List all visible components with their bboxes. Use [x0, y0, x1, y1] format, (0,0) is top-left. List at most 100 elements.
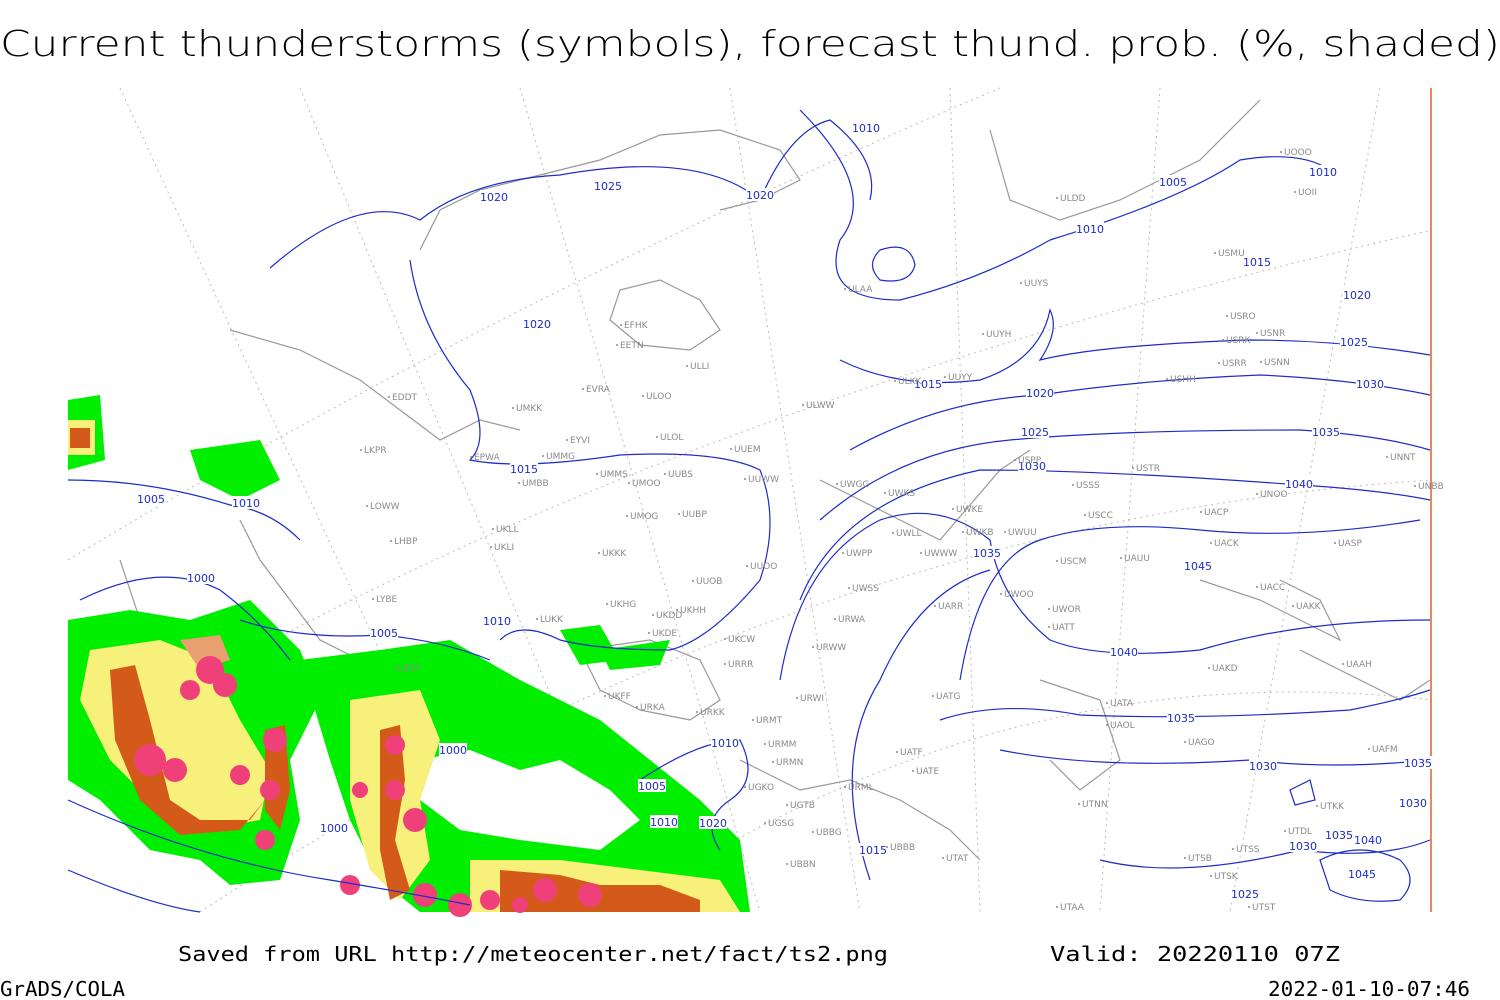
isobar-label: 1010 — [852, 122, 880, 135]
station-dot — [772, 761, 774, 763]
isobar-label-bg — [439, 743, 467, 756]
station-label: UAKD — [1212, 664, 1238, 674]
station-dot — [932, 695, 934, 697]
isobar-label-bg — [1076, 222, 1104, 235]
station-dot — [1132, 467, 1134, 469]
station-dot — [388, 396, 390, 398]
isobar-label-bg — [1343, 288, 1371, 301]
isobar-label: 1020 — [746, 189, 774, 202]
station-label: EVRA — [586, 385, 611, 395]
station-dot — [360, 449, 362, 451]
station-label: UACP — [1204, 508, 1229, 518]
station-dot — [626, 515, 628, 517]
station-dot — [1232, 848, 1234, 850]
station-dot — [628, 482, 630, 484]
station-dot — [752, 719, 754, 721]
station-dot — [678, 513, 680, 515]
station-dot — [884, 492, 886, 494]
station-dot — [490, 546, 492, 548]
isobar-label-bg — [137, 492, 165, 505]
station-label: UWKB — [966, 528, 994, 538]
station-dot — [912, 770, 914, 772]
isobar-label-bg — [523, 317, 551, 330]
station-dot — [686, 365, 688, 367]
station-dot — [1284, 830, 1286, 832]
station-label: UWLL — [896, 529, 922, 539]
station-dot — [1120, 557, 1122, 559]
station-label: EETN — [620, 341, 644, 351]
station-label: UUOO — [750, 562, 777, 572]
station-dot — [1368, 748, 1370, 750]
station-label: USPP — [1018, 456, 1042, 466]
station-dot — [1342, 663, 1344, 665]
station-label: EPWA — [474, 453, 501, 463]
station-label: USNR — [1260, 329, 1285, 339]
station-label: UWWW — [924, 549, 957, 559]
station-dot — [390, 540, 392, 542]
station-label: UMBB — [522, 479, 549, 489]
station-dot — [1256, 493, 1258, 495]
station-label: UOII — [1298, 188, 1317, 198]
station-label: UUOB — [696, 577, 722, 587]
isobar-label-bg — [1404, 756, 1432, 769]
station-dot — [786, 863, 788, 865]
isobar-label-bg — [914, 377, 942, 390]
station-label: UWOR — [1052, 605, 1081, 615]
station-dot — [372, 598, 374, 600]
isobar-label-bg — [1285, 477, 1313, 490]
station-dot — [796, 697, 798, 699]
station-label: LUKK — [540, 615, 564, 625]
station-dot — [744, 786, 746, 788]
station-dot — [1222, 339, 1224, 341]
station-label: USSS — [1076, 481, 1100, 491]
isobar-label: 1015 — [859, 844, 887, 857]
station-dot — [642, 395, 644, 397]
station-dot — [676, 609, 678, 611]
station-dot — [1048, 626, 1050, 628]
isobar-label-bg — [594, 179, 622, 192]
station-label: UATA — [1110, 699, 1134, 709]
station-dot — [1184, 741, 1186, 743]
isobar-label: 1040 — [1354, 834, 1382, 847]
station-dot — [844, 786, 846, 788]
isobar-label-bg — [1231, 887, 1259, 900]
station-dot — [656, 436, 658, 438]
station-label: ULOL — [660, 433, 683, 443]
station-label: UGSG — [768, 819, 794, 829]
isobar-label: 1005 — [137, 493, 165, 506]
isobar-label: 1045 — [1184, 560, 1212, 573]
station-label: UTNN — [1082, 800, 1108, 810]
station-label: UAAH — [1346, 660, 1372, 670]
station-label: UKFF — [608, 692, 631, 702]
isobar-label: 1015 — [1243, 256, 1271, 269]
station-dot — [786, 804, 788, 806]
map-area — [67, 87, 1433, 917]
station-dot — [892, 532, 894, 534]
station-dot — [1256, 586, 1258, 588]
station-dot — [1414, 485, 1416, 487]
station-dot — [944, 376, 946, 378]
station-dot — [582, 388, 584, 390]
station-dot — [1260, 361, 1262, 363]
station-dot — [1078, 803, 1080, 805]
station-dot — [1184, 857, 1186, 859]
station-label: ULDD — [1060, 194, 1086, 204]
station-dot — [1084, 514, 1086, 516]
station-dot — [764, 743, 766, 745]
station-dot — [1056, 906, 1058, 908]
station-label: ULLI — [690, 362, 709, 372]
station-label: UATT — [1052, 623, 1075, 633]
isobar-label: 1010 — [232, 497, 260, 510]
station-label: UTDL — [1288, 827, 1312, 837]
station-label: UMOO — [632, 479, 661, 489]
station-label: UATG — [936, 692, 961, 702]
station-label: USRR — [1222, 359, 1247, 369]
station-label: URMT — [756, 716, 783, 726]
station-dot — [606, 603, 608, 605]
station-dot — [1072, 484, 1074, 486]
station-label: UATF — [900, 748, 923, 758]
isobar-label-bg — [711, 736, 739, 749]
isobar-label-bg — [1159, 175, 1187, 188]
isobar-label-bg — [1110, 645, 1138, 658]
